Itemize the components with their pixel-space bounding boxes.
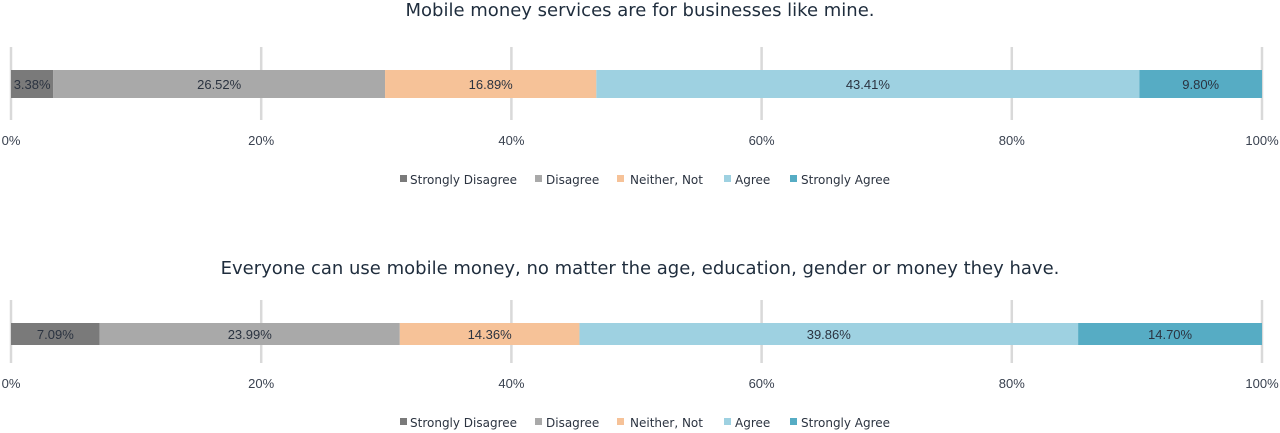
data-label-neither-not: 16.89%	[469, 77, 514, 92]
legend-swatch-strongly-disagree	[400, 418, 407, 425]
x-tick-label: 40%	[498, 376, 524, 391]
chart-2-x-ticks: 0% 20% 40% 60% 80% 100%	[2, 376, 1279, 391]
legend-swatch-disagree	[535, 418, 542, 425]
chart-2-bar-labels: 7.09% 23.99% 14.36% 39.86% 14.70%	[37, 327, 1193, 342]
x-tick-label: 60%	[749, 133, 775, 148]
data-label-strongly-agree: 9.80%	[1182, 77, 1219, 92]
chart-2-bars	[11, 323, 1262, 345]
chart-1-bars	[11, 70, 1262, 98]
data-label-strongly-agree: 14.70%	[1148, 327, 1193, 342]
legend-label-strongly-disagree: Strongly Disagree	[410, 416, 517, 430]
data-label-strongly-disagree: 7.09%	[37, 327, 74, 342]
legend-swatch-strongly-agree	[790, 418, 797, 425]
chart-1-title: Mobile money services are for businesses…	[406, 0, 875, 21]
legend-swatch-disagree	[535, 175, 542, 182]
x-tick-label: 40%	[498, 133, 524, 148]
bar-segment-neither-not	[399, 323, 580, 345]
legend-swatch-agree	[724, 175, 731, 182]
bar-segment-neither-not	[385, 70, 597, 98]
chart-1: Mobile money services are for businesses…	[2, 0, 1279, 187]
data-label-neither-not: 14.36%	[468, 327, 513, 342]
bar-segment-strongly-agree	[1078, 323, 1262, 345]
data-label-strongly-disagree: 3.38%	[14, 77, 51, 92]
x-tick-label: 20%	[248, 376, 274, 391]
chart-1-x-ticks: 0% 20% 40% 60% 80% 100%	[2, 133, 1279, 148]
chart-1-legend: Strongly Disagree Disagree Neither, Not Agr…	[400, 173, 890, 187]
legend-swatch-agree	[724, 418, 731, 425]
data-label-disagree: 26.52%	[197, 77, 242, 92]
bar-segment-disagree	[99, 323, 400, 345]
chart-2-title: Everyone can use mobile money, no matter…	[221, 258, 1060, 279]
data-label-agree: 39.86%	[807, 327, 852, 342]
x-tick-label: 80%	[999, 133, 1025, 148]
x-tick-label: 0%	[2, 133, 21, 148]
bar-segment-disagree	[53, 70, 386, 98]
legend-swatch-neither-not	[617, 175, 624, 182]
bar-segment-agree	[596, 70, 1140, 98]
chart-2-legend: Strongly Disagree Disagree Neither, Not Agr…	[400, 416, 890, 430]
legend-label-disagree: Disagree	[546, 173, 599, 187]
data-label-agree: 43.41%	[846, 77, 891, 92]
x-tick-label: 100%	[1245, 133, 1279, 148]
x-tick-label: 80%	[999, 376, 1025, 391]
x-tick-label: 0%	[2, 376, 21, 391]
legend-swatch-strongly-agree	[790, 175, 797, 182]
legend-label-disagree: Disagree	[546, 416, 599, 430]
x-tick-label: 20%	[248, 133, 274, 148]
legend-label-agree: Agree	[735, 173, 770, 187]
legend-label-strongly-agree: Strongly Agree	[801, 173, 890, 187]
x-tick-label: 100%	[1245, 376, 1279, 391]
bar-segment-strongly-disagree	[11, 70, 54, 98]
chart-1-bar-labels: 3.38% 26.52% 16.89% 43.41% 9.80%	[14, 77, 1220, 92]
legend-swatch-neither-not	[617, 418, 624, 425]
legend-label-neither-not: Neither, Not	[630, 416, 703, 430]
legend-swatch-strongly-disagree	[400, 175, 407, 182]
bar-segment-strongly-agree	[1139, 70, 1262, 98]
x-tick-label: 60%	[749, 376, 775, 391]
legend-label-agree: Agree	[735, 416, 770, 430]
data-label-disagree: 23.99%	[228, 327, 273, 342]
legend-label-strongly-agree: Strongly Agree	[801, 416, 890, 430]
bar-segment-strongly-disagree	[11, 323, 100, 345]
bar-segment-agree	[579, 323, 1079, 345]
legend-label-strongly-disagree: Strongly Disagree	[410, 173, 517, 187]
legend-label-neither-not: Neither, Not	[630, 173, 703, 187]
chart-2: Everyone can use mobile money, no matter…	[2, 258, 1279, 430]
